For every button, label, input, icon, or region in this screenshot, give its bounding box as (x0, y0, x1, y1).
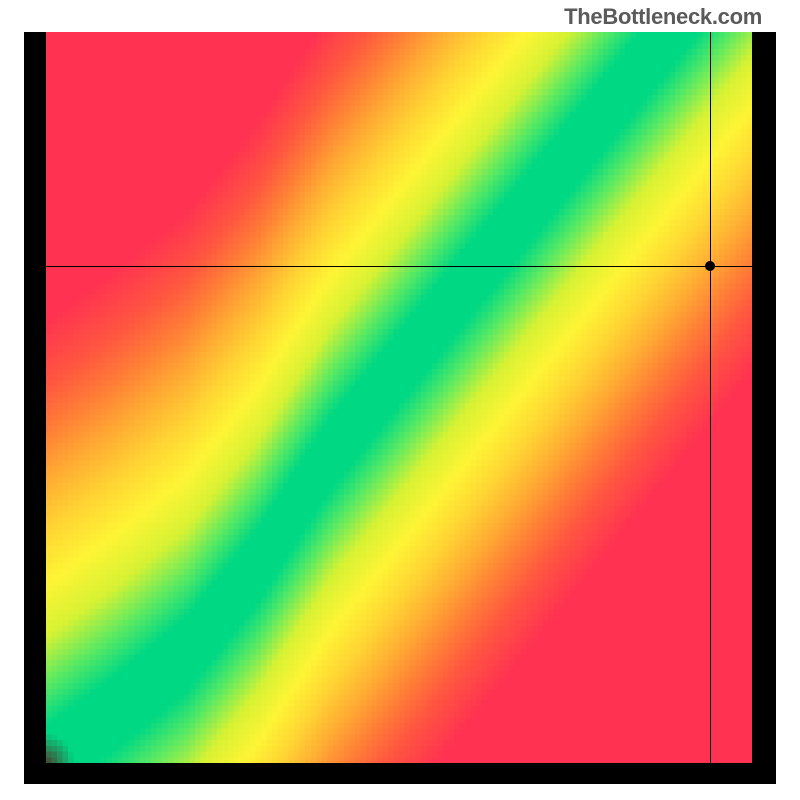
chart-frame (24, 32, 776, 784)
watermark-text: TheBottleneck.com (564, 4, 762, 30)
crosshair-marker (705, 261, 715, 271)
root: TheBottleneck.com (0, 0, 800, 800)
crosshair-horizontal (46, 266, 752, 267)
crosshair-vertical (710, 32, 711, 763)
heatmap-canvas (46, 32, 752, 763)
